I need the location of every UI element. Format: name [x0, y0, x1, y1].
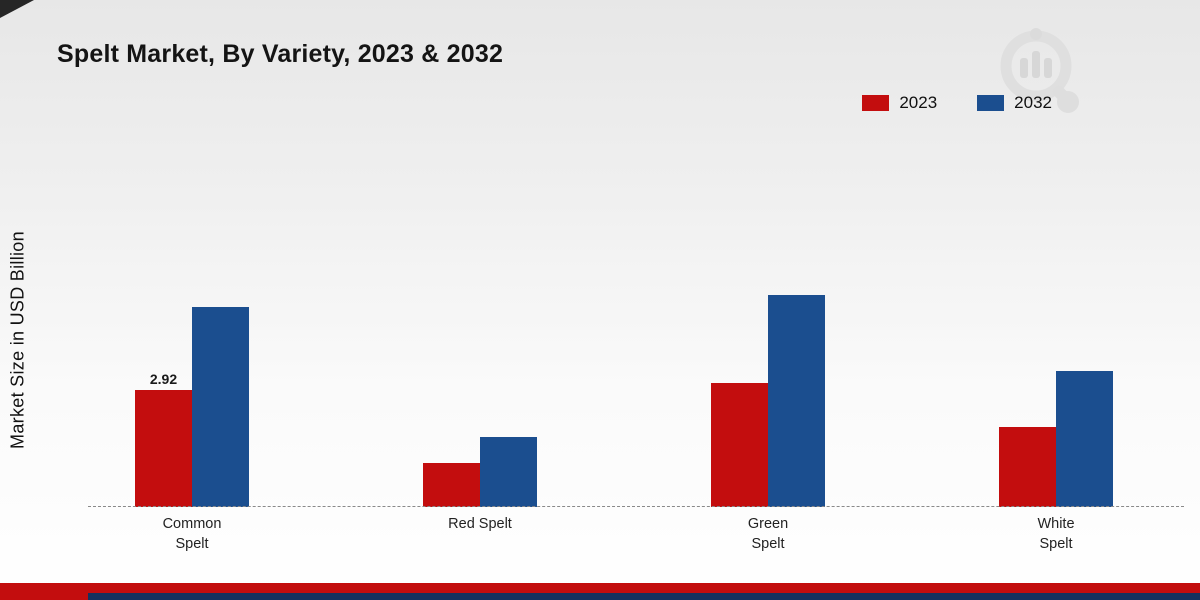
bar-group-white-spelt: [999, 371, 1113, 507]
x-axis-baseline: [88, 506, 1184, 507]
category-axis: Common Spelt Red Spelt Green Spelt White Spelt: [48, 514, 1200, 555]
corner-accent: [0, 0, 34, 18]
bar-2023-green-spelt: [711, 383, 768, 507]
chart-title: Spelt Market, By Variety, 2023 & 2032: [57, 40, 504, 68]
legend-swatch-2032: [977, 95, 1005, 111]
legend-item-2032: 2032: [977, 93, 1052, 113]
footer-red-corner: [0, 593, 88, 600]
category-label-white-spelt: White Spelt: [1037, 516, 1075, 553]
bar-group-red-spelt: [423, 437, 537, 507]
category-label-common-spelt: Common Spelt: [162, 516, 222, 553]
category-label-green-spelt: Green Spelt: [747, 516, 789, 553]
plot-area: 2.92: [48, 267, 1200, 507]
footer-navy-band: [88, 593, 1200, 600]
category-label-red-spelt: Red Spelt: [448, 516, 512, 532]
bar-group-green-spelt: [711, 295, 825, 507]
legend-label-2023: 2023: [899, 93, 938, 112]
brand-watermark-icon: [998, 28, 1080, 121]
legend-item-2023: 2023: [862, 93, 937, 113]
value-label: 2.92: [149, 371, 178, 388]
bar-2032-common-spelt: [192, 307, 249, 507]
bar-2032-green-spelt: [768, 295, 825, 507]
bar-2023-white-spelt: [999, 427, 1056, 507]
legend-swatch-2023: [862, 95, 890, 111]
bar-2032-red-spelt: [480, 437, 537, 507]
bar-2023-common-spelt: [135, 390, 192, 507]
bar-2032-white-spelt: [1056, 371, 1113, 507]
bar-group-common-spelt: 2.92: [135, 307, 249, 507]
legend: 2023 2032: [862, 93, 1052, 113]
footer-red-band: [0, 583, 1200, 593]
bar-2023-red-spelt: [423, 463, 480, 507]
legend-label-2032: 2032: [1014, 93, 1052, 112]
y-axis-label: Market Size in USD Billion: [7, 231, 28, 449]
